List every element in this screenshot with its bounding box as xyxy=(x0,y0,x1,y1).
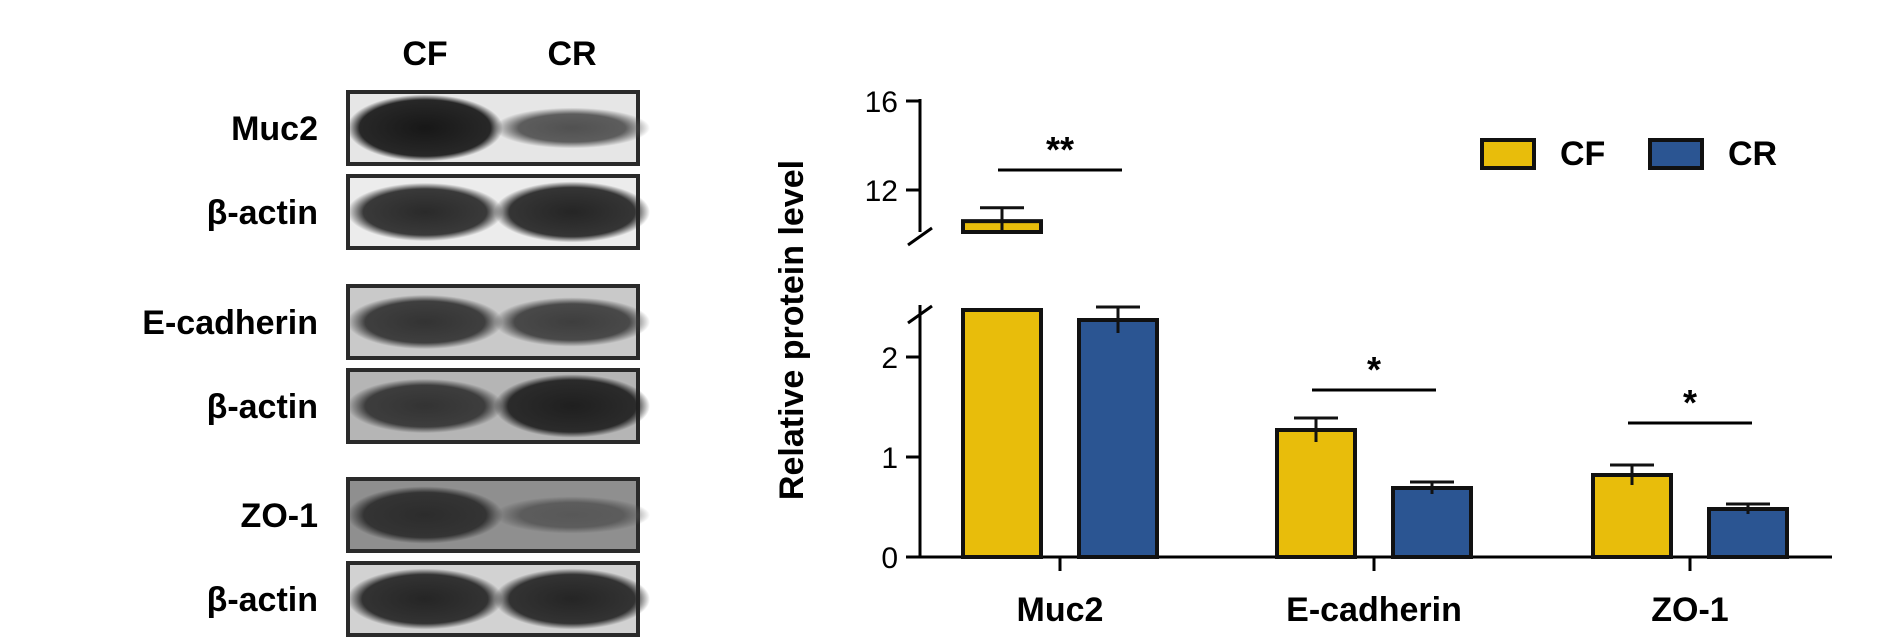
blot-row-label: ZO-1 xyxy=(241,497,318,535)
y-axis-label: Relative protein level xyxy=(773,160,811,500)
blot-row: β-actin xyxy=(207,561,650,637)
bar xyxy=(1391,486,1473,559)
blot-row: β-actin xyxy=(207,174,650,250)
blot-band xyxy=(347,182,503,242)
lane-label-cf: CF xyxy=(402,35,447,73)
blot-band xyxy=(494,107,650,149)
blot-row: E-cadherin xyxy=(142,284,650,360)
y-tick-label: 0 xyxy=(881,542,898,575)
axis-break-mark xyxy=(907,304,933,325)
blot-row: Muc2 xyxy=(231,90,650,166)
blot-band xyxy=(347,378,503,434)
blot-band xyxy=(494,496,650,534)
blot-row-label: β-actin xyxy=(207,581,318,619)
blot-row-label: E-cadherin xyxy=(142,304,318,342)
y-tick-label: 1 xyxy=(881,442,898,475)
bar xyxy=(1077,318,1159,559)
bar xyxy=(961,308,1043,559)
western-blot-panel: CF CR Muc2 β-actin E-cadherin β-actin ZO-1 β-ac… xyxy=(142,35,650,637)
y-tick-label: 16 xyxy=(865,86,898,119)
lane-label-cr: CR xyxy=(547,35,596,73)
blot-row-label: Muc2 xyxy=(231,110,318,148)
y-tick-label: 12 xyxy=(865,175,898,208)
blot-row-label: β-actin xyxy=(207,388,318,426)
blot-band xyxy=(347,568,503,630)
blot-band xyxy=(347,294,503,350)
blot-band xyxy=(494,181,650,243)
blot-row: ZO-1 xyxy=(241,477,650,553)
blot-band xyxy=(494,568,650,630)
significance-marker: ** xyxy=(1046,129,1074,170)
legend-swatch xyxy=(1648,138,1704,170)
bar xyxy=(1707,507,1789,559)
blot-band xyxy=(494,297,650,347)
bar xyxy=(1591,473,1673,559)
blot-band xyxy=(347,486,503,544)
legend-swatch xyxy=(1480,138,1536,170)
blot-band xyxy=(347,94,503,162)
x-tick-label: E-cadherin xyxy=(1286,591,1462,629)
significance-marker: * xyxy=(1683,382,1697,423)
y-tick-label: 2 xyxy=(881,342,898,375)
legend-label: CR xyxy=(1728,135,1777,173)
x-tick-label: ZO-1 xyxy=(1651,591,1728,629)
significance-marker: * xyxy=(1367,349,1381,390)
blot-band xyxy=(494,374,650,438)
blot-row: β-actin xyxy=(207,368,650,444)
break-gap xyxy=(960,234,1044,304)
axis-break-mark xyxy=(907,226,933,247)
blot-row-label: β-actin xyxy=(207,194,318,232)
x-tick-label: Muc2 xyxy=(1017,591,1104,629)
bar xyxy=(1275,428,1357,559)
legend-label: CF xyxy=(1560,135,1605,173)
